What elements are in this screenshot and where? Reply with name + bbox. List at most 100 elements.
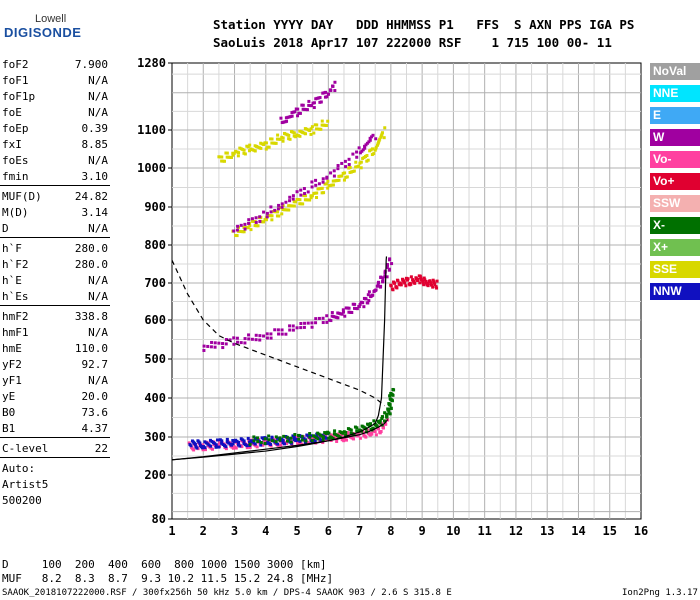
x-tick-label: 12	[509, 524, 523, 538]
data-point	[258, 338, 262, 342]
data-point	[306, 321, 310, 325]
data-point	[253, 149, 257, 153]
data-point	[374, 288, 378, 292]
data-point	[381, 426, 385, 430]
y-tick-label: 1280	[137, 56, 166, 70]
data-point	[278, 206, 282, 210]
data-point	[329, 88, 333, 92]
param-hf2: h`F2 280.0	[2, 258, 108, 272]
data-point	[319, 100, 323, 104]
data-point	[222, 159, 226, 163]
data-point	[202, 344, 206, 348]
data-point	[404, 284, 408, 288]
data-point	[304, 194, 308, 198]
data-point	[361, 148, 365, 152]
param-name: foF1	[2, 74, 29, 87]
data-point	[385, 412, 389, 416]
data-point	[276, 442, 280, 446]
data-point	[288, 137, 292, 141]
data-point	[388, 257, 392, 261]
data-point	[215, 438, 219, 442]
data-point	[389, 406, 393, 410]
data-point	[381, 279, 385, 283]
data-point	[213, 345, 217, 349]
data-point	[296, 107, 300, 111]
data-point	[374, 433, 378, 437]
data-point	[303, 192, 307, 196]
data-point	[371, 293, 375, 297]
data-point	[367, 299, 371, 303]
data-point	[224, 338, 228, 342]
data-point	[243, 227, 247, 231]
data-point	[367, 290, 371, 294]
data-point	[250, 217, 254, 221]
data-point	[388, 412, 392, 416]
param-separator	[0, 437, 110, 438]
data-point	[269, 336, 273, 340]
data-point	[265, 211, 269, 215]
data-point	[291, 197, 295, 201]
data-point	[302, 187, 306, 191]
data-point	[295, 326, 299, 330]
data-point	[238, 444, 242, 448]
param-md: M(D) 3.14	[2, 206, 108, 220]
data-point	[286, 439, 289, 443]
data-point	[326, 186, 330, 190]
data-point	[221, 342, 225, 346]
data-point	[247, 221, 251, 225]
data-point	[335, 439, 339, 443]
param-value: 280.0	[74, 242, 108, 255]
data-point	[187, 441, 191, 445]
data-point	[345, 438, 349, 442]
data-point	[363, 146, 367, 150]
param-hes: h`Es N/A	[2, 290, 108, 304]
param-hme: hmE 110.0	[2, 342, 108, 356]
data-point	[383, 274, 387, 278]
param-value: 3.14	[81, 206, 109, 219]
data-point	[256, 224, 260, 228]
data-point	[356, 164, 360, 168]
data-point	[290, 114, 294, 118]
data-point	[247, 438, 251, 442]
y-tick-label: 700	[144, 276, 166, 290]
data-point	[234, 446, 238, 450]
param-b0: B0 73.6	[2, 406, 108, 420]
param-fof1p: foF1p N/A	[2, 90, 108, 104]
data-point	[270, 435, 274, 439]
param-yf2: yF2 92.7	[2, 358, 108, 372]
data-point	[388, 397, 392, 401]
data-point	[254, 338, 258, 342]
data-point	[225, 437, 229, 441]
param-name: foE	[2, 106, 22, 119]
data-point	[276, 133, 280, 137]
data-point	[358, 151, 362, 155]
data-point	[350, 311, 354, 314]
legend-item-sse: SSE	[650, 261, 700, 278]
data-point	[246, 145, 250, 149]
data-point	[293, 432, 297, 436]
data-point	[342, 178, 346, 182]
data-point	[230, 155, 233, 159]
data-point	[314, 321, 318, 325]
data-point	[308, 435, 312, 439]
param-name: fmin	[2, 170, 29, 183]
data-point	[305, 108, 309, 112]
data-point	[325, 95, 329, 99]
data-point	[374, 145, 378, 149]
data-point	[313, 439, 317, 443]
param-d: D N/A	[2, 222, 108, 236]
data-point	[291, 328, 295, 332]
data-point	[399, 283, 403, 287]
data-point	[280, 202, 284, 206]
data-point	[236, 340, 240, 344]
profile-line	[171, 256, 388, 461]
param-fmin: fmin 3.10	[2, 170, 108, 184]
data-point	[391, 288, 395, 292]
data-point	[413, 281, 417, 285]
data-point	[310, 185, 314, 189]
data-point	[265, 332, 269, 336]
data-point	[271, 439, 274, 443]
data-point	[279, 116, 283, 120]
data-point	[332, 174, 336, 178]
data-point	[303, 321, 307, 325]
